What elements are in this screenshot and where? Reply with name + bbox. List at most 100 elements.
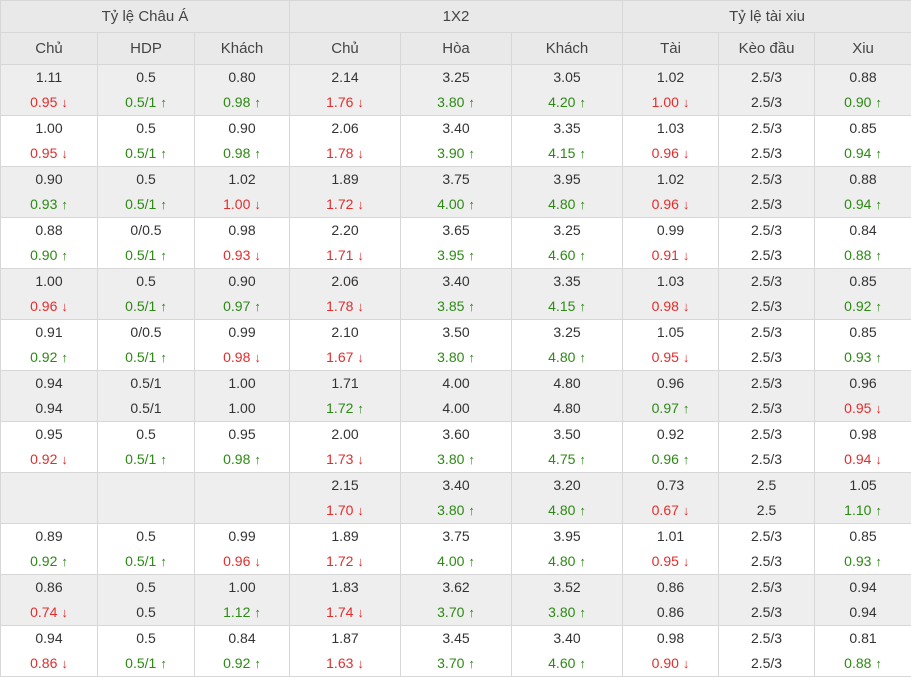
arrow-down-icon (683, 192, 690, 217)
opening-value: 1.89 (290, 524, 400, 549)
current-value-wrap: 1.76 (290, 90, 400, 115)
current-value: 3.80 (437, 451, 464, 467)
current-value-wrap: 3.90 (401, 141, 511, 166)
current-value-wrap: 1.00 (195, 396, 289, 421)
current-value: 0.5/1 (125, 298, 156, 314)
opening-value: 3.50 (401, 320, 511, 345)
current-value: 0.96 (223, 553, 250, 569)
opening-value: 0.86 (1, 575, 97, 600)
col-under: Xiu (815, 33, 911, 65)
arrow-up-icon (579, 294, 586, 319)
arrow-down-icon (683, 549, 690, 574)
current-value-wrap: 0.67 (623, 498, 718, 523)
table-row: 2.151.703.403.803.204.800.730.672.52.51.… (1, 473, 911, 524)
current-value-wrap: 2.5/3 (719, 243, 814, 268)
opening-value: 0.73 (623, 473, 718, 498)
opening-value: 4.00 (401, 371, 511, 396)
opening-value: 1.11 (1, 65, 97, 90)
current-value: 4.80 (548, 553, 575, 569)
current-value: 2.5/3 (751, 451, 782, 467)
arrow-up-icon (254, 90, 261, 115)
arrow-down-icon (254, 243, 261, 268)
current-value-wrap: 0.96 (623, 192, 718, 217)
table-row: 1.110.950.50.5/10.800.982.141.763.253.80… (1, 65, 911, 116)
current-value: 1.74 (326, 604, 353, 620)
current-value: 0.92 (30, 553, 57, 569)
opening-value: 3.40 (512, 626, 622, 651)
current-value-wrap: 0.94 (815, 192, 911, 217)
group-header-row: Tỷ lệ Châu Á 1X2 Tỷ lệ tài xiu (1, 1, 911, 33)
current-value: 2.5/3 (751, 400, 782, 416)
arrow-up-icon (254, 600, 261, 625)
current-value: 0.94 (844, 145, 871, 161)
opening-value: 1.01 (623, 524, 718, 549)
current-value-wrap: 1.74 (290, 600, 400, 625)
odds-cell (195, 473, 290, 524)
opening-value: 0.5 (98, 65, 194, 90)
current-value: 0.96 (652, 145, 679, 161)
arrow-down-icon (61, 651, 68, 676)
opening-value: 1.02 (195, 167, 289, 192)
arrow-down-icon (357, 651, 364, 676)
opening-value: 0.5 (98, 116, 194, 141)
current-value: 1.00 (652, 94, 679, 110)
opening-value: 0.5 (98, 524, 194, 549)
odds-body: 1.110.950.50.5/10.800.982.141.763.253.80… (1, 65, 911, 677)
current-value-wrap: 2.5/3 (719, 192, 814, 217)
opening-value: 0/0.5 (98, 218, 194, 243)
current-value: 0.5/1 (125, 349, 156, 365)
current-value: 0.94 (849, 604, 876, 620)
opening-value: 1.02 (623, 65, 718, 90)
current-value: 1.00 (223, 196, 250, 212)
current-value: 0.98 (223, 94, 250, 110)
opening-value: 3.25 (512, 218, 622, 243)
arrow-up-icon (160, 294, 167, 319)
opening-value: 0.91 (1, 320, 97, 345)
opening-value: 0.5 (98, 626, 194, 651)
current-value: 1.70 (326, 502, 353, 518)
opening-value: 1.71 (290, 371, 400, 396)
opening-value: 0.99 (623, 218, 718, 243)
current-value: 1.73 (326, 451, 353, 467)
current-value-wrap: 0.5/1 (98, 192, 194, 217)
opening-value: 3.75 (401, 524, 511, 549)
opening-value: 3.75 (401, 167, 511, 192)
opening-value: 0.89 (1, 524, 97, 549)
current-value-wrap: 1.73 (290, 447, 400, 472)
current-value-wrap: 4.60 (512, 651, 622, 676)
current-value: 4.60 (548, 247, 575, 263)
opening-value (1, 473, 97, 498)
current-value: 0.98 (223, 145, 250, 161)
arrow-up-icon (468, 192, 475, 217)
current-value: 2.5/3 (751, 145, 782, 161)
opening-value: 2.06 (290, 116, 400, 141)
arrow-up-icon (468, 90, 475, 115)
arrow-up-icon (579, 141, 586, 166)
current-value: 0.86 (30, 655, 57, 671)
current-value: 0.94 (844, 451, 871, 467)
current-value-wrap: 0.95 (1, 141, 97, 166)
arrow-up-icon (254, 141, 261, 166)
current-value-wrap: 2.5/3 (719, 90, 814, 115)
current-value-wrap: 4.00 (401, 192, 511, 217)
table-row: 0.910.920/0.50.5/10.990.982.101.673.503.… (1, 320, 911, 371)
current-value-wrap: 0.94 (1, 396, 97, 421)
